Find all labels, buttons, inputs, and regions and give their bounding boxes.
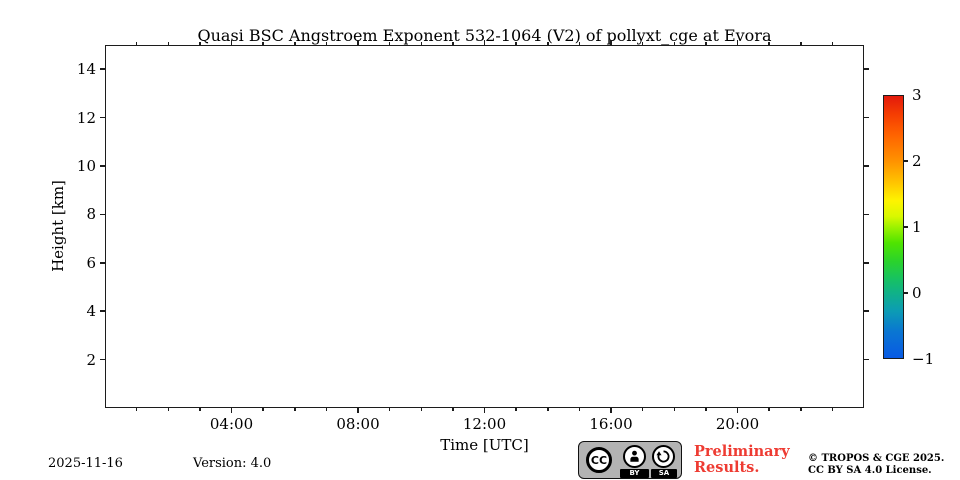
x-minor-tick — [673, 408, 675, 411]
x-minor-tick — [135, 408, 138, 411]
preliminary-line2: Results. — [694, 459, 760, 476]
copyright-text: © TROPOS & CGE 2025. CC BY SA 4.0 Licens… — [808, 453, 944, 476]
y-tick-label: 4 — [86, 302, 96, 321]
version-label: Version: 4.0 — [193, 456, 272, 471]
x-major-tick — [357, 408, 359, 413]
x-minor-tick — [294, 408, 296, 411]
y-major-tick — [864, 116, 869, 119]
y-major-tick — [864, 165, 869, 167]
y-major-tick — [864, 358, 869, 361]
preliminary-results-text: Preliminary Results. — [694, 444, 790, 476]
sa-share-alike-icon — [652, 445, 675, 468]
x-minor-tick — [547, 408, 549, 411]
x-minor-tick — [705, 408, 707, 411]
x-tick-label: 16:00 — [589, 415, 633, 433]
by-label: BY — [620, 469, 649, 478]
by-person-icon — [623, 445, 646, 468]
person-icon — [630, 450, 639, 462]
x-major-tick — [610, 408, 612, 413]
colorbar-gradient — [883, 95, 904, 359]
y-tick-label: 14 — [76, 60, 96, 79]
x-minor-tick — [578, 408, 581, 411]
colorbar-tick — [904, 160, 908, 162]
circular-arrow-icon — [656, 450, 670, 463]
cc-icon-label: CC — [590, 453, 608, 467]
x-major-tick — [483, 408, 486, 413]
preliminary-line1: Preliminary — [694, 443, 790, 460]
y-major-tick — [864, 310, 869, 312]
x-minor-tick — [452, 408, 454, 411]
x-major-tick — [736, 408, 739, 413]
x-minor-tick — [325, 408, 328, 411]
y-major-tick — [864, 213, 869, 216]
colorbar-tick-label: −1 — [912, 350, 935, 368]
x-minor-tick — [768, 408, 770, 411]
y-tick-label: 2 — [86, 350, 96, 369]
colorbar-tick — [904, 292, 908, 294]
y-axis-label: Height [km] — [49, 180, 67, 272]
y-major-tick — [864, 68, 869, 70]
cc-license-badge: CC BY SA — [578, 441, 682, 479]
colorbar-tick-label: 2 — [912, 152, 922, 170]
y-major-tick — [864, 262, 869, 264]
x-axis-label: Time [UTC] — [440, 436, 529, 454]
copyright-line2: CC BY SA 4.0 License. — [808, 464, 932, 476]
copyright-line1: © TROPOS & CGE 2025. — [808, 453, 945, 464]
x-minor-tick — [262, 408, 264, 411]
x-minor-tick — [800, 408, 802, 411]
x-major-tick — [230, 408, 233, 413]
x-minor-tick — [167, 408, 169, 411]
colorbar-tick-label: 0 — [912, 284, 922, 302]
x-tick-label: 08:00 — [336, 415, 380, 433]
colorbar-tick-label: 1 — [912, 218, 922, 236]
x-tick-label: 20:00 — [715, 415, 760, 433]
x-minor-tick — [199, 408, 201, 411]
sa-label: SA — [651, 469, 677, 478]
y-tick-label: 12 — [76, 108, 96, 127]
y-tick-label: 10 — [76, 157, 96, 175]
plot-area — [105, 45, 864, 408]
chart-title: Quasi BSC Angstroem Exponent 532-1064 (V… — [197, 26, 772, 45]
x-minor-tick — [831, 408, 834, 411]
x-minor-tick — [420, 408, 422, 411]
x-minor-tick — [388, 408, 391, 411]
x-tick-label: 12:00 — [462, 415, 507, 433]
x-tick-label: 04:00 — [209, 415, 254, 433]
colorbar-tick-label: 3 — [912, 86, 922, 104]
cc-icon: CC — [586, 447, 612, 473]
date-label: 2025-11-16 — [48, 456, 123, 471]
x-minor-tick — [641, 408, 644, 411]
x-minor-tick — [515, 408, 517, 411]
colorbar-tick — [904, 226, 908, 228]
